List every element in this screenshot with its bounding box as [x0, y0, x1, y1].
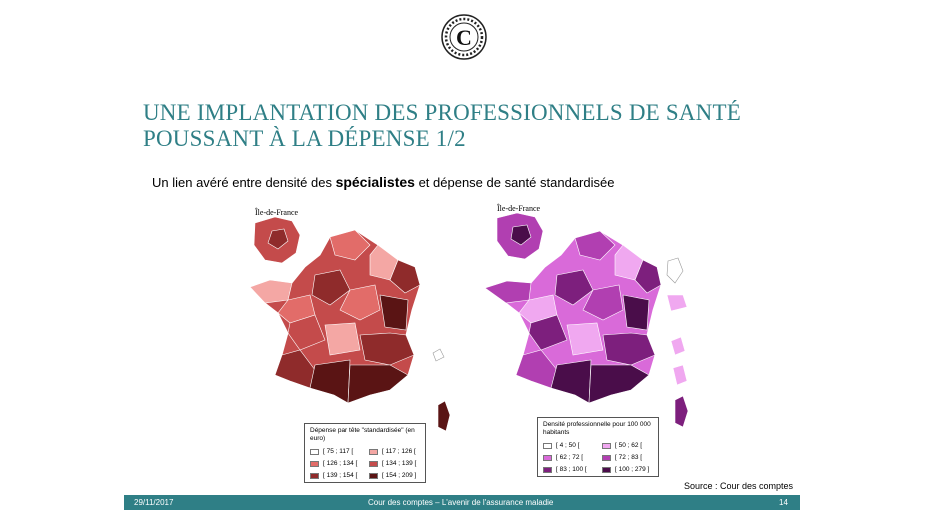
legend-item: [ 50 ; 62 [ [602, 442, 653, 449]
left-map-france [249, 216, 451, 432]
legend-label: [ 75 ; 117 [ [323, 448, 354, 455]
legend-label: [ 154 ; 209 ] [382, 472, 417, 479]
legend-label: [ 139 ; 154 [ [323, 472, 358, 479]
footer-date: 29/11/2017 [134, 498, 174, 507]
left-inset-label: Île-de-France [255, 208, 299, 217]
legend-label: [ 126 ; 134 [ [323, 460, 358, 467]
legend-item: [ 100 ; 279 ] [602, 466, 653, 473]
legend-item: [ 154 ; 209 ] [369, 472, 420, 479]
legend-swatch [602, 466, 611, 473]
legend-label: [ 83 ; 100 [ [556, 466, 587, 473]
legend-item: [ 72 ; 83 [ [602, 454, 653, 461]
legend-label: [ 100 ; 279 ] [615, 466, 650, 473]
left-map-legend: Dépense par tête "standardisée" (en euro… [304, 423, 426, 483]
legend-item: [ 117 ; 126 [ [369, 448, 420, 455]
legend-swatch [543, 442, 552, 449]
slide-subtitle: Un lien avéré entre densité des spéciali… [152, 174, 614, 190]
legend-item: [ 62 ; 72 [ [543, 454, 594, 461]
subtitle-bold: spécialistes [335, 174, 415, 190]
subtitle-part2: et dépense de santé standardisée [414, 175, 615, 190]
right-legend-title: Densité professionnelle pour 100 000 hab… [543, 421, 651, 436]
left-legend-title: Dépense par tête "standardisée" (en euro… [310, 427, 415, 442]
svg-text:C: C [456, 25, 472, 50]
slide-title: UNE IMPLANTATION DES PROFESSIONNELS DE S… [143, 100, 741, 151]
footer-page-number: 14 [779, 498, 788, 507]
cour-des-comptes-logo: C [441, 14, 487, 60]
legend-label: [ 4 ; 50 [ [556, 442, 580, 449]
legend-label: [ 134 ; 139 [ [382, 460, 417, 467]
legend-label: [ 62 ; 72 [ [556, 454, 584, 461]
legend-swatch [310, 472, 319, 479]
legend-swatch [310, 448, 319, 455]
legend-swatch [369, 460, 378, 467]
legend-label: [ 72 ; 83 [ [615, 454, 643, 461]
footer-center: Cour des comptes – L'avenir de l'assuran… [368, 498, 554, 507]
legend-item: [ 75 ; 117 [ [310, 448, 361, 455]
source-note: Source : Cour des comptes [684, 481, 794, 491]
legend-swatch [369, 472, 378, 479]
legend-item: [ 83 ; 100 [ [543, 466, 594, 473]
legend-item: [ 134 ; 139 [ [369, 460, 420, 467]
legend-swatch [543, 454, 552, 461]
legend-swatch [369, 448, 378, 455]
legend-label: [ 50 ; 62 [ [615, 442, 643, 449]
legend-label: [ 117 ; 126 [ [382, 448, 416, 455]
legend-item: [ 139 ; 154 [ [310, 472, 361, 479]
legend-item: [ 126 ; 134 [ [310, 460, 361, 467]
legend-item: [ 4 ; 50 [ [543, 442, 594, 449]
footer-bar: 29/11/2017 Cour des comptes – L'avenir d… [124, 495, 800, 510]
legend-swatch [602, 454, 611, 461]
right-map-legend: Densité professionnelle pour 100 000 hab… [537, 417, 659, 477]
subtitle-part1: Un lien avéré entre densité des [152, 175, 336, 190]
right-map-france [484, 212, 689, 428]
right-inset-label: Île-de-France [497, 204, 541, 213]
legend-swatch [543, 466, 552, 473]
legend-swatch [602, 442, 611, 449]
legend-swatch [310, 460, 319, 467]
